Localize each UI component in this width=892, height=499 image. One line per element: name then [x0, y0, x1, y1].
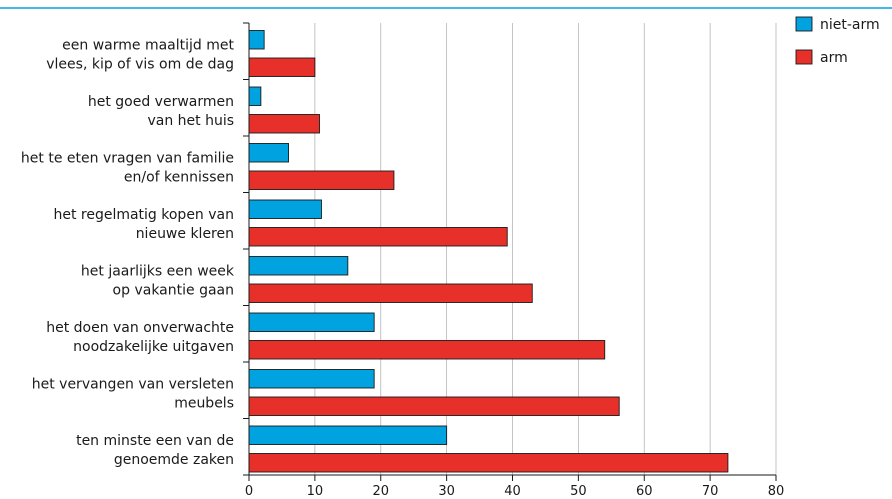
bar-niet-arm: [248, 256, 349, 276]
x-tick-label: 80: [768, 484, 785, 499]
category-label-line: nieuwe kleren: [136, 226, 234, 242]
x-tick-label: 10: [307, 484, 324, 499]
category-label-line: meubels: [174, 395, 234, 411]
category-label: een warme maaltijd met vlees, kip of vis …: [46, 37, 234, 72]
category-label-line: het jaarlijks een week: [81, 263, 235, 279]
category-label-line: het regelmatig kopen van: [53, 207, 234, 223]
bar-arm: [248, 227, 508, 247]
bar-arm: [248, 340, 606, 360]
x-tick-label: 0: [245, 484, 253, 499]
bar-niet-arm: [248, 369, 375, 389]
category-labels: een warme maaltijd met vlees, kip of vis …: [21, 37, 235, 468]
bar-arm: [248, 57, 316, 77]
x-tick-label: 30: [438, 484, 455, 499]
bar-arm: [248, 453, 729, 473]
x-tick-label: 20: [372, 484, 389, 499]
legend-swatch-arm: [795, 49, 813, 65]
category-label-line: een warme maaltijd met: [62, 37, 234, 53]
category-label-line: het vervangen van versleten: [32, 376, 234, 392]
category-label-line: het doen van onverwachte: [46, 320, 234, 336]
bars: [248, 30, 729, 473]
bar-niet-arm: [248, 199, 322, 219]
category-label-line: van het huis: [147, 113, 234, 129]
category-label-line: genoemde zaken: [114, 452, 234, 468]
legend-swatch-niet-arm: [795, 16, 813, 32]
x-tick-label: 70: [702, 484, 719, 499]
x-tick-labels: 0 10 20 30 40 50 60 70 80: [245, 484, 784, 499]
bar-arm: [248, 170, 395, 190]
category-label-line: het te eten vragen van familie: [21, 150, 234, 166]
bar-niet-arm: [248, 312, 375, 332]
x-tick-label: 50: [570, 484, 587, 499]
x-tick-label: 40: [504, 484, 521, 499]
bar-niet-arm: [248, 86, 262, 106]
axes: [243, 22, 777, 481]
bar-niet-arm: [248, 425, 448, 445]
category-label-line: op vakantie gaan: [113, 282, 234, 298]
category-label: het jaarlijks een week op vakantie gaan: [81, 263, 235, 298]
gridlines: [314, 23, 777, 475]
category-label: het vervangen van versleten meubels: [32, 376, 234, 411]
category-label: het goed verwarmen van het huis: [88, 94, 234, 129]
x-tick-label: 60: [636, 484, 653, 499]
bar-niet-arm: [248, 30, 265, 50]
category-label-line: en/of kennissen: [124, 169, 234, 185]
legend-label-arm: arm: [820, 50, 848, 66]
bar-arm: [248, 396, 620, 416]
category-label: het regelmatig kopen van nieuwe kleren: [53, 207, 234, 242]
category-label: het doen van onverwachte noodzakelijke ui…: [46, 320, 234, 355]
category-label: ten minste een van de genoemde zaken: [76, 433, 234, 468]
category-label-line: ten minste een van de: [76, 433, 234, 449]
bar-arm: [248, 283, 533, 303]
category-label-line: vlees, kip of vis om de dag: [46, 56, 234, 72]
category-label-line: het goed verwarmen: [88, 94, 234, 110]
legend: niet-arm arm: [795, 16, 880, 66]
category-label-line: noodzakelijke uitgaven: [73, 339, 234, 355]
category-label: het te eten vragen van familie en/of kenn…: [21, 150, 234, 185]
legend-label-niet-arm: niet-arm: [820, 17, 880, 33]
bar-niet-arm: [248, 143, 289, 163]
bar-arm: [248, 114, 320, 134]
